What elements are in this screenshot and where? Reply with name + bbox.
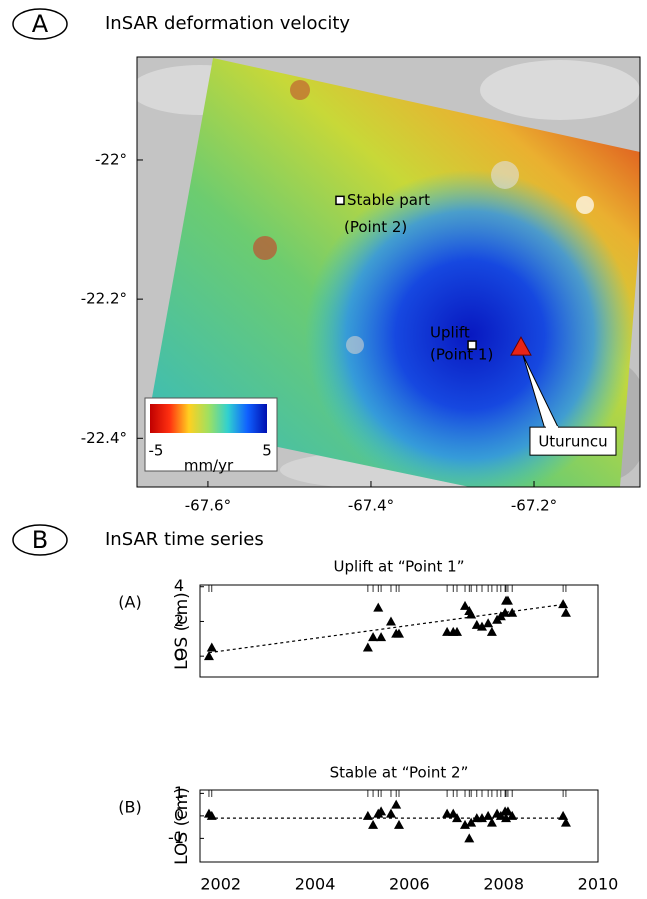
y-tick-label: -22°: [95, 150, 127, 168]
x-tick-label: -67.6°: [185, 497, 231, 515]
data-point: [483, 618, 493, 627]
plot-title: Uplift at “Point 1”: [334, 558, 465, 576]
data-point: [386, 809, 396, 818]
point-marker: [336, 196, 344, 204]
x-tick-label: 2002: [200, 875, 241, 894]
plot-sublabel: (B): [118, 798, 141, 817]
data-point: [558, 599, 568, 608]
data-point: [464, 833, 474, 842]
y-tick-label: 0: [174, 646, 184, 665]
data-point: [204, 651, 214, 660]
y-tick-label: -22.2°: [81, 290, 127, 308]
data-point: [391, 800, 401, 809]
data-point: [376, 632, 386, 641]
panel-letter: B: [32, 526, 48, 554]
data-point: [561, 608, 571, 617]
colorbar: [150, 404, 267, 433]
y-tick-label: 2: [174, 611, 184, 630]
data-point: [368, 632, 378, 641]
data-point: [363, 642, 373, 651]
panel-letter: A: [32, 10, 49, 38]
y-tick-label: 0: [174, 805, 184, 824]
x-tick-label: 2004: [295, 875, 336, 894]
plot-sublabel: (A): [118, 593, 141, 612]
x-tick-label: -67.4°: [348, 497, 394, 515]
data-point: [386, 616, 396, 625]
y-tick-label: 4: [174, 576, 184, 595]
point-label: (Point 2): [344, 218, 407, 236]
y-tick-label: -1: [168, 828, 184, 847]
colorbar-tick-label: 5: [262, 442, 272, 460]
colorbar-tick-label: -5: [149, 442, 164, 460]
y-tick-label: -22.4°: [81, 429, 127, 447]
figure: A InSAR deformation velocity -67.6° -67.4° -…: [0, 0, 647, 899]
data-point: [487, 627, 497, 636]
colorbar-label: mm/yr: [184, 457, 234, 475]
x-tick-label: -67.2°: [511, 497, 557, 515]
data-point: [394, 820, 404, 829]
panel-title: InSAR time series: [105, 529, 264, 550]
x-tick-label: 2008: [483, 875, 524, 894]
data-point: [558, 811, 568, 820]
data-point: [373, 603, 383, 612]
y-tick-label: 1: [174, 783, 184, 802]
volcano-label: Uturuncu: [538, 433, 607, 451]
panel-title: InSAR deformation velocity: [105, 13, 350, 34]
x-tick-label: 2006: [389, 875, 430, 894]
data-point: [368, 820, 378, 829]
point-label: Stable part: [347, 191, 430, 209]
data-point: [207, 642, 217, 651]
plot-title: Stable at “Point 2”: [330, 764, 469, 782]
point-label: (Point 1): [430, 346, 493, 364]
data-point: [363, 811, 373, 820]
point-label: Uplift: [430, 324, 470, 342]
x-tick-label: 2010: [578, 875, 619, 894]
